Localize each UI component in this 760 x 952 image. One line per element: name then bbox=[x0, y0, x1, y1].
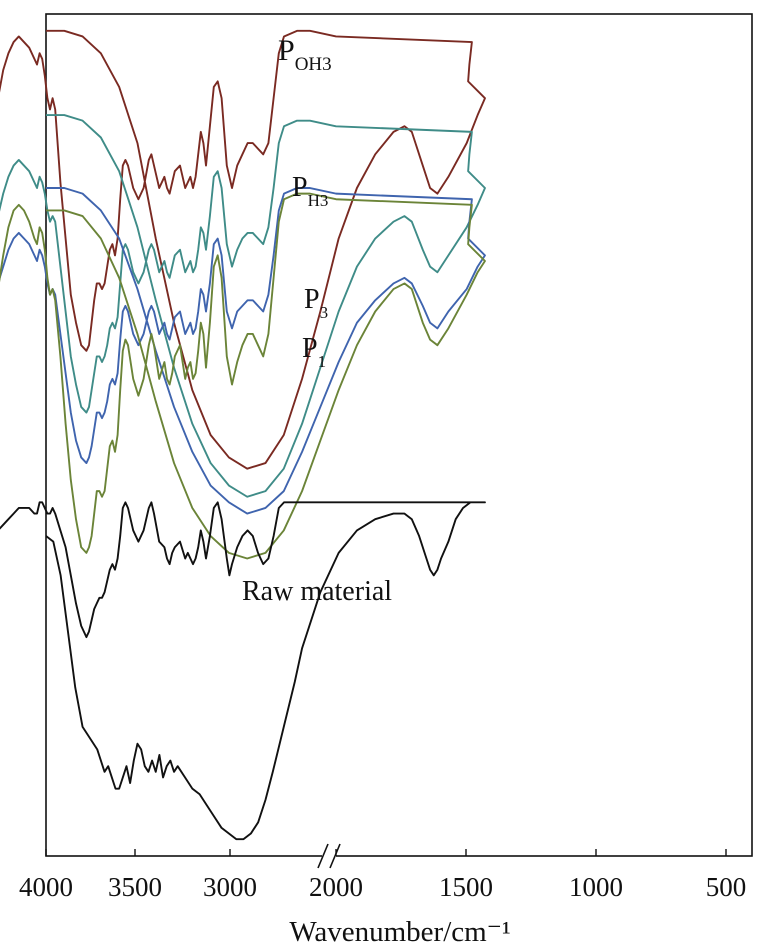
x-tick-label-2000: 2000 bbox=[309, 872, 363, 902]
series-line-raw-material bbox=[0, 501, 486, 841]
x-tick-label-1500: 1500 bbox=[439, 872, 493, 902]
x-tick-label-500: 500 bbox=[706, 872, 747, 902]
series-label-raw-material: Raw material bbox=[242, 576, 392, 607]
series-label-poh3: POH3 bbox=[278, 34, 332, 75]
x-axis-ticks: 4000 3500 3000 2000 1500 1000 500 bbox=[19, 849, 746, 902]
series-line-ph3 bbox=[0, 114, 486, 498]
series-line-p1 bbox=[0, 192, 486, 560]
x-tick-label-3500: 3500 bbox=[108, 872, 162, 902]
series-line-poh3 bbox=[0, 29, 486, 470]
x-tick-label-1000: 1000 bbox=[569, 872, 623, 902]
plot-frame bbox=[45, 13, 753, 869]
x-axis-title: Wavenumber/cm⁻¹ bbox=[289, 916, 510, 948]
series-label-p3: P3 bbox=[304, 284, 328, 322]
series-label-ph3: PH3 bbox=[292, 172, 328, 210]
series-layer bbox=[0, 29, 486, 841]
x-tick-label-3000: 3000 bbox=[203, 872, 257, 902]
plot-border bbox=[45, 13, 753, 857]
series-line-p3 bbox=[0, 187, 486, 515]
x-tick-label-4000: 4000 bbox=[19, 872, 73, 902]
series-label-p1: P1 bbox=[302, 333, 326, 371]
axis-break bbox=[317, 843, 341, 869]
series-label-layer: POH3 PH3 P3 P1 Raw material bbox=[242, 34, 392, 607]
